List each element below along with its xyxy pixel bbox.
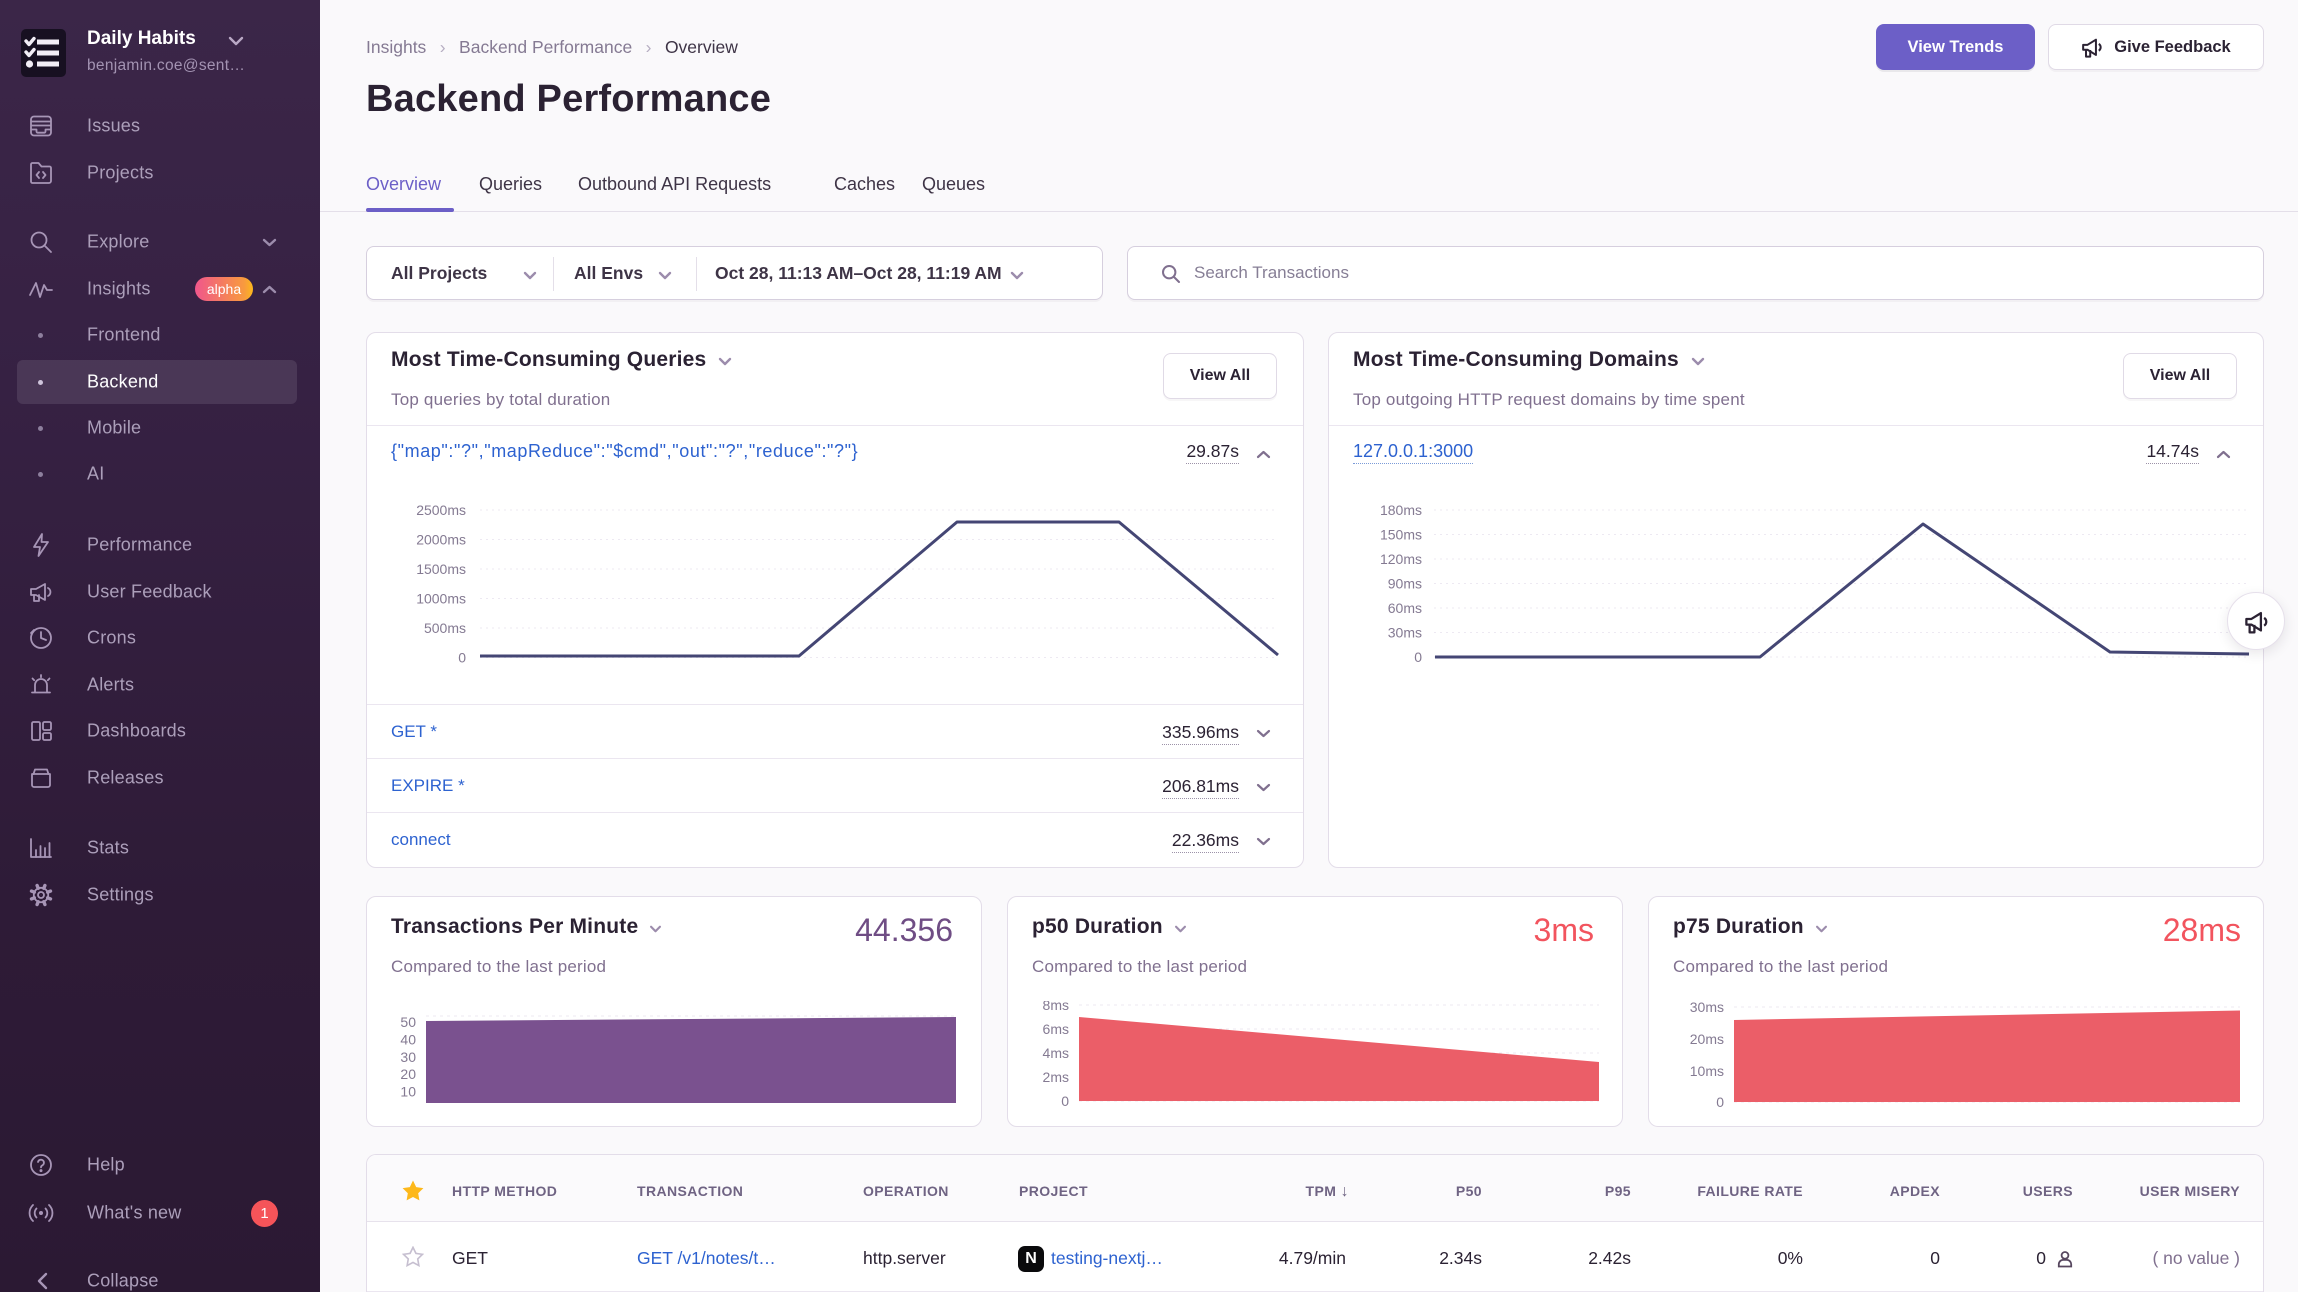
- svg-text:120ms: 120ms: [1380, 551, 1422, 567]
- svg-text:0: 0: [1716, 1094, 1724, 1110]
- svg-text:20ms: 20ms: [1690, 1031, 1724, 1047]
- svg-text:50: 50: [400, 1014, 416, 1030]
- svg-text:0: 0: [1414, 649, 1422, 665]
- svg-text:6ms: 6ms: [1043, 1021, 1069, 1037]
- svg-text:1500ms: 1500ms: [416, 561, 466, 577]
- svg-text:0: 0: [1061, 1093, 1069, 1109]
- svg-text:60ms: 60ms: [1388, 600, 1422, 616]
- svg-text:1000ms: 1000ms: [416, 591, 466, 607]
- svg-text:20: 20: [400, 1066, 416, 1082]
- svg-text:10ms: 10ms: [1690, 1063, 1724, 1079]
- svg-text:90ms: 90ms: [1388, 576, 1422, 592]
- svg-text:150ms: 150ms: [1380, 527, 1422, 543]
- svg-text:2500ms: 2500ms: [416, 502, 466, 518]
- svg-text:30: 30: [400, 1049, 416, 1065]
- svg-text:8ms: 8ms: [1043, 1001, 1069, 1013]
- svg-text:180ms: 180ms: [1380, 502, 1422, 518]
- svg-text:30ms: 30ms: [1388, 625, 1422, 641]
- svg-text:0: 0: [458, 650, 466, 666]
- svg-text:10: 10: [400, 1084, 416, 1100]
- svg-text:40: 40: [400, 1031, 416, 1047]
- svg-text:4ms: 4ms: [1043, 1045, 1069, 1061]
- svg-text:500ms: 500ms: [424, 620, 466, 636]
- svg-text:2ms: 2ms: [1043, 1069, 1069, 1085]
- svg-text:30ms: 30ms: [1690, 1001, 1724, 1015]
- svg-text:2000ms: 2000ms: [416, 532, 466, 548]
